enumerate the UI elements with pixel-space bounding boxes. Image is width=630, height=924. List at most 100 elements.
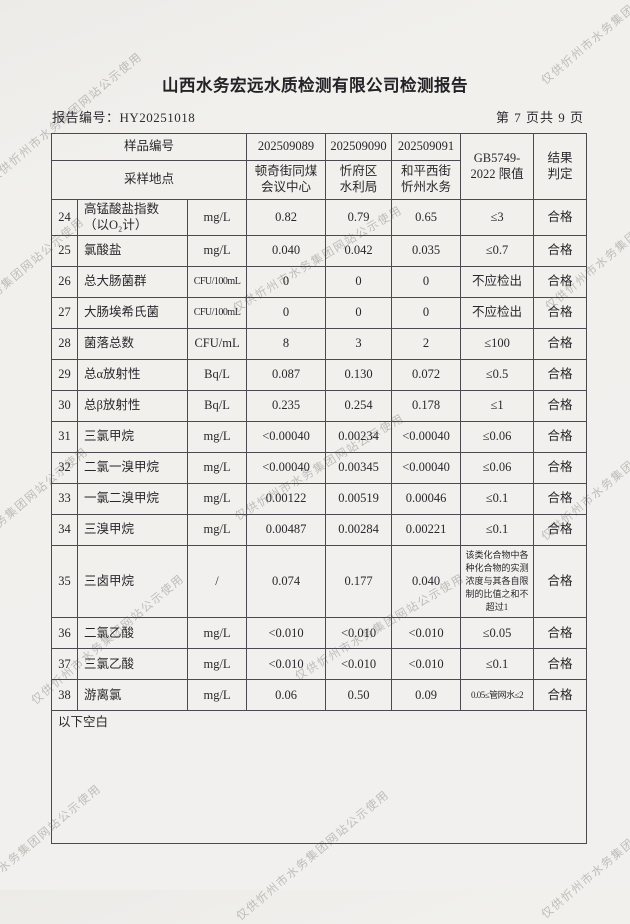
value-sample-1: 0.040 bbox=[246, 235, 327, 268]
limit-cell: ≤0.7 bbox=[460, 235, 535, 268]
unit-cell: mg/L bbox=[186, 679, 248, 712]
row-number: 27 bbox=[51, 297, 78, 330]
unit-cell: Bq/L bbox=[186, 390, 248, 423]
report-number: 报告编号：HY20251018 bbox=[52, 110, 196, 125]
table-row: 37 三氯乙酸 mg/L <0.010 <0.010 <0.010 ≤0.1 合格 bbox=[51, 648, 588, 681]
limit-cell: ≤0.1 bbox=[460, 648, 535, 681]
row-number: 29 bbox=[51, 359, 78, 392]
limit-cell: ≤100 bbox=[460, 328, 535, 361]
value-sample-3: <0.010 bbox=[391, 648, 462, 681]
result-cell: 合格 bbox=[533, 390, 588, 423]
limit-cell: ≤3 bbox=[460, 198, 535, 237]
page-number-info: 第 7 页共 9 页 bbox=[495, 110, 584, 125]
sample-site-label: 采样地点 bbox=[50, 160, 248, 200]
unit-cell: / bbox=[186, 545, 248, 619]
table-row: 30 总β放射性 Bq/L 0.235 0.254 0.178 ≤1 合格 bbox=[51, 390, 588, 423]
value-sample-1: 0.06 bbox=[246, 679, 327, 712]
result-cell: 合格 bbox=[533, 545, 588, 619]
value-sample-3: <0.00040 bbox=[391, 421, 462, 454]
parameter-name: 总β放射性 bbox=[77, 390, 188, 423]
value-sample-2: 0.50 bbox=[325, 679, 393, 712]
blank-below-note: 以下空白 bbox=[50, 710, 588, 845]
limit-cell: ≤0.06 bbox=[460, 421, 535, 454]
value-sample-2: 0.130 bbox=[325, 359, 393, 392]
blank-footer-row: 以下空白 bbox=[50, 710, 588, 845]
row-number: 24 bbox=[51, 198, 78, 237]
value-sample-3: 0 bbox=[391, 266, 462, 299]
row-number: 38 bbox=[51, 679, 78, 712]
result-cell: 合格 bbox=[533, 421, 588, 454]
table-row: 28 菌落总数 CFU/mL 8 3 2 ≤100 合格 bbox=[51, 328, 588, 361]
result-cell: 合格 bbox=[533, 235, 588, 268]
value-sample-3: 0.178 bbox=[391, 390, 462, 423]
value-sample-3: 0.072 bbox=[391, 359, 462, 392]
row-number: 26 bbox=[51, 266, 78, 299]
page-title: 山西水务宏远水质检测有限公司检测报告 bbox=[162, 76, 468, 95]
table-row: 25 氯酸盐 mg/L 0.040 0.042 0.035 ≤0.7 合格 bbox=[51, 235, 588, 268]
result-cell: 合格 bbox=[533, 483, 588, 516]
report-meta: 报告编号：HY20251018 第 7 页共 9 页 bbox=[52, 107, 584, 126]
result-cell: 合格 bbox=[533, 452, 588, 485]
limit-cell: 0.05≤管网水≤2 bbox=[460, 679, 535, 712]
row-number: 30 bbox=[51, 390, 78, 423]
result-cell: 合格 bbox=[533, 266, 588, 299]
unit-cell: mg/L bbox=[186, 421, 248, 454]
result-cell: 合格 bbox=[533, 198, 588, 237]
table-row: 33 一氯二溴甲烷 mg/L 0.00122 0.00519 0.00046 ≤0.1 合格 bbox=[51, 483, 588, 516]
parameter-name: 三卤甲烷 bbox=[77, 545, 188, 619]
unit-cell: CFU/100mL bbox=[186, 266, 248, 299]
limit-cell: ≤0.06 bbox=[460, 452, 535, 485]
table-row: 24 高锰酸盐指数 （以O₂计） mg/L 0.82 0.79 0.65 ≤3 合格 bbox=[51, 198, 588, 237]
value-sample-3: 0.035 bbox=[391, 235, 462, 268]
parameter-name: 菌落总数 bbox=[77, 328, 188, 361]
value-sample-2: 0.042 bbox=[325, 235, 393, 268]
value-sample-1: 0.235 bbox=[246, 390, 327, 423]
table-row: 35 三卤甲烷/0.074 0.177 0.040 该类化合物中各种化合物的实测浓度与其… bbox=[51, 545, 588, 619]
sample-site-1: 顿奇街同煤 会议中心 bbox=[246, 160, 327, 200]
limit-cell: ≤0.05 bbox=[460, 617, 535, 650]
unit-cell: mg/L bbox=[186, 452, 248, 485]
row-number: 32 bbox=[51, 452, 78, 485]
value-sample-2: 0.00234 bbox=[325, 421, 393, 454]
value-sample-1: 0 bbox=[246, 297, 327, 330]
limit-cell: ≤0.1 bbox=[460, 514, 535, 547]
value-sample-2: 0.254 bbox=[325, 390, 393, 423]
value-sample-3: 2 bbox=[391, 328, 462, 361]
header-row-sample-sites: 采样地点 顿奇街同煤 会议中心 忻府区 水利局 和平西街 忻州水务 bbox=[50, 160, 587, 200]
header-row-sample-ids: 样品编号 202509089 202509090 202509091 GB574… bbox=[50, 133, 588, 200]
result-cell: 合格 bbox=[533, 679, 588, 712]
value-sample-1: 0.087 bbox=[246, 359, 327, 392]
value-sample-3: 0.00046 bbox=[391, 483, 462, 516]
table-row: 32 二氯一溴甲烷 mg/L <0.00040 0.00345 <0.00040 ≤0.06… bbox=[51, 452, 588, 485]
parameter-name: 高锰酸盐指数 （以O₂计） bbox=[77, 198, 188, 237]
table-row: 27 大肠埃希氏菌 CFU/100mL 0 0 0 不应检出 合格 bbox=[51, 297, 588, 330]
value-sample-1: <0.00040 bbox=[246, 452, 327, 485]
parameter-name: 总大肠菌群 bbox=[77, 266, 188, 299]
result-cell: 合格 bbox=[533, 359, 588, 392]
table-header: 样品编号 202509089 202509090 202509091 GB574… bbox=[50, 133, 588, 200]
result-cell: 合格 bbox=[533, 297, 588, 330]
sample-no-label: 样品编号 bbox=[50, 133, 248, 161]
results-table: 样品编号 202509089 202509090 202509091 GB574… bbox=[50, 133, 588, 845]
limit-cell: 不应检出 bbox=[460, 266, 535, 299]
parameter-name: 大肠埃希氏菌 bbox=[77, 297, 188, 330]
limit-cell: ≤0.1 bbox=[460, 483, 535, 516]
value-sample-3: 0.09 bbox=[391, 679, 462, 712]
unit-cell: mg/L bbox=[186, 483, 248, 516]
value-sample-2: 0.177 bbox=[325, 545, 393, 619]
parameter-name: 三氯乙酸 bbox=[77, 648, 188, 681]
unit-cell: CFU/100mL bbox=[186, 297, 248, 330]
parameter-name: 游离氯 bbox=[77, 679, 188, 712]
value-sample-1: 8 bbox=[246, 328, 327, 361]
value-sample-2: 0.00345 bbox=[325, 452, 393, 485]
row-number: 25 bbox=[51, 235, 78, 268]
limit-cell: ≤1 bbox=[460, 390, 535, 423]
limit-cell: ≤0.5 bbox=[460, 359, 535, 392]
value-sample-3: <0.00040 bbox=[391, 452, 462, 485]
row-number: 36 bbox=[51, 617, 78, 650]
sample-id-1: 202509089 bbox=[246, 133, 327, 161]
value-sample-1: <0.00040 bbox=[246, 421, 327, 454]
row-number: 33 bbox=[51, 483, 78, 516]
row-number: 37 bbox=[51, 648, 78, 681]
